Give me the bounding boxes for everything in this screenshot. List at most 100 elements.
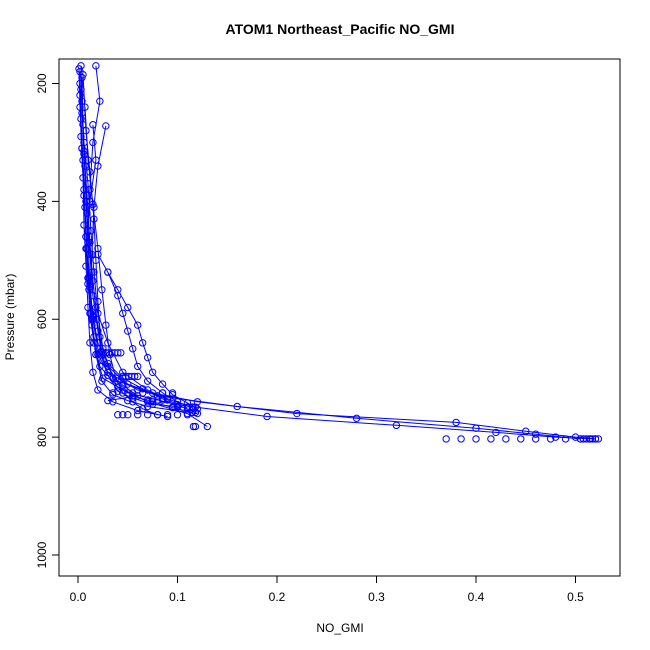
data-point (148, 389, 157, 397)
data-point (293, 409, 301, 418)
data-point (138, 339, 147, 347)
data-point (163, 396, 172, 404)
data-point (89, 277, 97, 285)
data-point (92, 62, 100, 70)
y-tick-label: 1000 (35, 541, 49, 568)
data-point (114, 349, 122, 357)
series-line (97, 254, 193, 409)
data-point (487, 435, 495, 443)
data-point (546, 435, 555, 443)
data-point (158, 396, 167, 404)
data-point (191, 403, 200, 411)
data-point (472, 424, 480, 432)
data-point (86, 339, 94, 347)
data-point (94, 250, 102, 259)
data-point (89, 200, 97, 209)
data-point (93, 315, 101, 323)
plot-frame (58, 58, 621, 577)
y-tick-label: 800 (35, 427, 49, 447)
x-axis-label: NO_GMI (316, 621, 363, 635)
data-point (452, 418, 460, 427)
data-point (173, 403, 182, 411)
data-point (124, 303, 132, 312)
data-point (532, 430, 540, 438)
data-point (134, 406, 142, 415)
y-tick-label: 200 (35, 73, 49, 93)
series-line (89, 125, 178, 407)
series-line (79, 95, 198, 415)
y-tick-label: 600 (35, 309, 49, 329)
data-point (158, 389, 167, 397)
data-point (129, 345, 137, 353)
data-point (173, 411, 182, 419)
data-point (594, 435, 603, 443)
data-point (94, 162, 102, 170)
data-point (561, 435, 570, 443)
data-point (148, 368, 157, 376)
data-point (80, 221, 88, 229)
data-point (134, 411, 142, 419)
series-layer (75, 62, 603, 443)
data-point (117, 349, 125, 357)
data-point (102, 122, 110, 130)
data-point (84, 179, 92, 188)
data-point (104, 268, 112, 276)
data-point (119, 389, 127, 397)
data-point (119, 309, 127, 318)
data-point (143, 411, 152, 419)
data-point (143, 396, 152, 404)
data-point (392, 421, 401, 430)
data-point (75, 65, 83, 73)
series-line (81, 77, 581, 440)
data-point (163, 411, 172, 419)
data-point (442, 435, 450, 443)
data-point (138, 385, 147, 393)
data-point (502, 435, 510, 443)
data-point (89, 121, 97, 129)
data-point (153, 411, 162, 419)
data-point (82, 244, 90, 253)
data-point (233, 402, 241, 411)
x-tick-label: 0.5 (567, 590, 584, 604)
data-point (94, 244, 102, 253)
data-point (98, 286, 106, 294)
data-point (134, 362, 142, 371)
data-point (104, 371, 112, 379)
x-tick-label: 0.3 (368, 590, 385, 604)
data-point (82, 262, 90, 270)
data-point (457, 435, 465, 443)
data-point (143, 353, 152, 362)
data-point (89, 138, 97, 147)
data-point (86, 238, 94, 247)
y-axis: 200 400 600 800 1000 (35, 73, 60, 568)
data-point (183, 403, 192, 411)
data-point (119, 411, 127, 419)
data-point (168, 403, 177, 411)
data-point (124, 411, 132, 419)
data-point (183, 411, 192, 419)
x-tick-label: 0.2 (269, 590, 286, 604)
data-point (143, 377, 152, 385)
data-point (94, 386, 102, 394)
data-point (591, 435, 600, 443)
data-point (148, 396, 157, 404)
data-point (352, 414, 361, 422)
data-point (79, 70, 87, 79)
data-point (96, 362, 104, 371)
series-line (82, 74, 193, 409)
data-point (134, 321, 142, 329)
data-point (158, 380, 167, 388)
data-point (148, 400, 157, 408)
data-point (114, 286, 122, 294)
data-point (114, 383, 122, 391)
data-point (138, 389, 147, 397)
data-point (80, 185, 88, 194)
data-point (153, 396, 162, 404)
data-point (104, 396, 112, 405)
series-line (84, 107, 158, 416)
x-tick-label: 0.4 (468, 590, 485, 604)
data-point (84, 156, 92, 164)
data-point (571, 433, 580, 441)
data-point (532, 435, 540, 443)
data-point (109, 389, 117, 397)
